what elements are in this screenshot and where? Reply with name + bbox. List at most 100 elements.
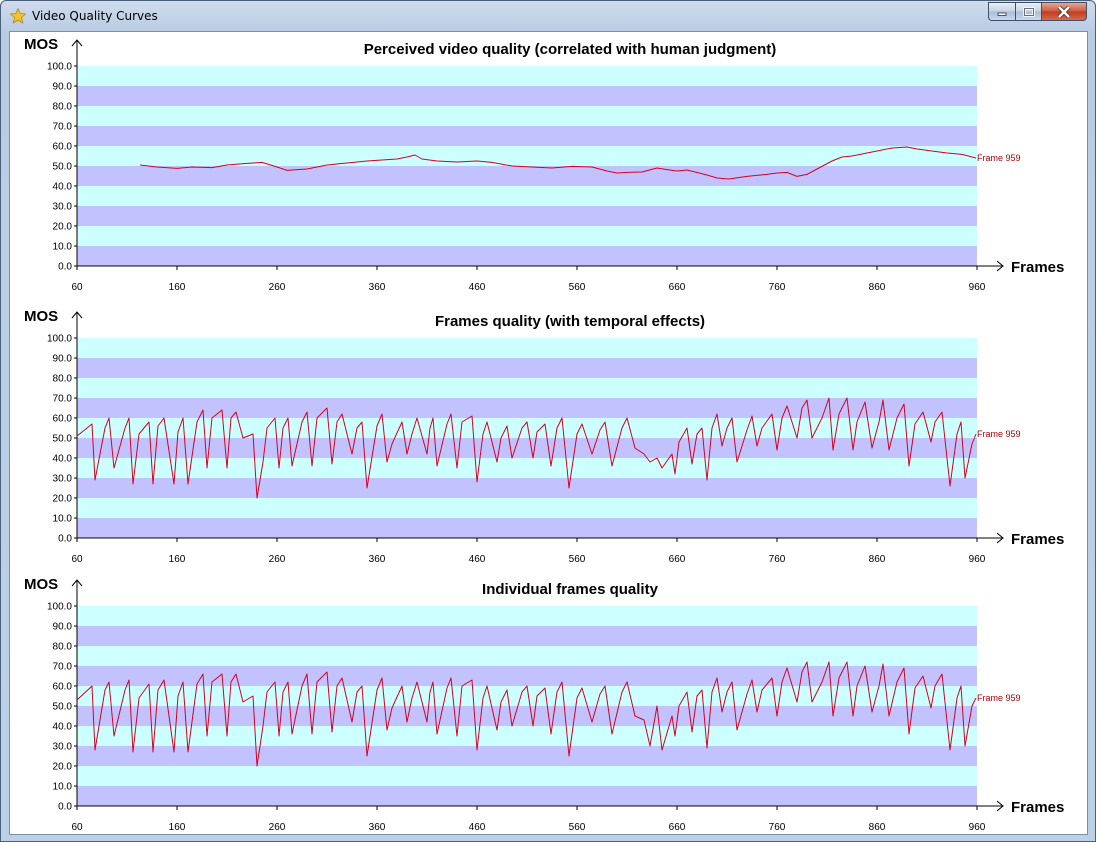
- y-tick-label: 30.0: [53, 474, 73, 485]
- y-tick-label: 30.0: [53, 742, 73, 753]
- x-tick-label: 860: [869, 554, 886, 565]
- maximize-button[interactable]: [1015, 2, 1041, 21]
- x-tick-label: 360: [369, 822, 386, 833]
- x-axis-arrow: [996, 260, 1004, 272]
- y-tick-label: 0.0: [58, 534, 72, 545]
- close-icon: [1057, 5, 1071, 18]
- y-tick-label: 60.0: [53, 414, 73, 425]
- x-tick-label: 360: [369, 554, 386, 565]
- x-tick-label: 660: [669, 822, 686, 833]
- x-tick-label: 760: [769, 282, 786, 293]
- x-axis-label: Frames: [1011, 799, 1064, 816]
- x-tick-label: 760: [769, 554, 786, 565]
- band: [77, 766, 977, 786]
- x-tick-label: 960: [969, 282, 986, 293]
- window-title: Video Quality Curves: [32, 9, 158, 23]
- x-tick-label: 760: [769, 822, 786, 833]
- minimize-icon: [997, 12, 1007, 16]
- chart-title: Frames quality (with temporal effects): [435, 313, 705, 330]
- y-tick-label: 70.0: [53, 394, 73, 405]
- x-tick-label: 260: [269, 822, 286, 833]
- x-tick-label: 960: [969, 554, 986, 565]
- band: [77, 686, 977, 706]
- series-line: [139, 146, 977, 180]
- y-tick-label: 60.0: [53, 142, 73, 153]
- x-tick-label: 560: [569, 282, 586, 293]
- frame-end-label: Frame 959: [977, 153, 1021, 163]
- x-tick-label: 560: [569, 554, 586, 565]
- chart-title: Perceived video quality (correlated with…: [364, 41, 777, 58]
- band: [77, 398, 977, 418]
- band: [77, 186, 977, 206]
- x-tick-label: 860: [869, 822, 886, 833]
- band: [77, 498, 977, 518]
- x-tick-label: 160: [169, 822, 186, 833]
- minimize-button[interactable]: [988, 2, 1015, 21]
- close-button[interactable]: [1041, 2, 1087, 21]
- band: [77, 786, 977, 806]
- frame-end-label: Frame 959: [977, 693, 1021, 703]
- y-tick-label: 100.0: [47, 602, 72, 613]
- x-tick-label: 660: [669, 282, 686, 293]
- frame-end-label: Frame 959: [977, 429, 1021, 439]
- y-tick-label: 50.0: [53, 162, 73, 173]
- y-tick-label: 20.0: [53, 762, 73, 773]
- chart-panel-3: Individual frames quality MOS Frames 0.0 10.…: [24, 576, 1064, 833]
- y-axis-arrow: [71, 579, 83, 587]
- background-bands: [77, 606, 977, 806]
- x-tick-label: 60: [71, 282, 83, 293]
- y-tick-label: 20.0: [53, 222, 73, 233]
- band: [77, 358, 977, 378]
- x-tick-label: 460: [469, 554, 486, 565]
- band: [77, 166, 977, 186]
- y-tick-label: 50.0: [53, 434, 73, 445]
- x-tick-label: 160: [169, 282, 186, 293]
- band: [77, 606, 977, 626]
- band: [77, 206, 977, 226]
- y-tick-label: 30.0: [53, 202, 73, 213]
- y-axis-label: MOS: [24, 36, 58, 53]
- band: [77, 66, 977, 86]
- x-tick-label: 260: [269, 282, 286, 293]
- y-axis-arrow: [71, 39, 83, 47]
- y-tick-label: 80.0: [53, 642, 73, 653]
- y-tick-label: 100.0: [47, 62, 72, 73]
- y-tick-label: 0.0: [58, 802, 72, 813]
- x-tick-label: 960: [969, 822, 986, 833]
- band: [77, 746, 977, 766]
- band: [77, 726, 977, 746]
- x-tick-label: 560: [569, 822, 586, 833]
- y-tick-label: 40.0: [53, 454, 73, 465]
- band: [77, 518, 977, 538]
- x-axis-arrow: [996, 532, 1004, 544]
- client-area: Perceived video quality (correlated with…: [9, 31, 1088, 835]
- maximize-icon: [1022, 6, 1035, 17]
- charts-canvas: Perceived video quality (correlated with…: [24, 36, 1064, 833]
- y-tick-label: 90.0: [53, 622, 73, 633]
- x-axis-arrow: [996, 800, 1004, 812]
- x-axis-label: Frames: [1011, 531, 1064, 548]
- y-tick-label: 20.0: [53, 494, 73, 505]
- x-tick-label: 60: [71, 554, 83, 565]
- x-tick-label: 60: [71, 822, 83, 833]
- band: [77, 86, 977, 106]
- x-tick-label: 460: [469, 822, 486, 833]
- chart-title: Individual frames quality: [482, 581, 659, 598]
- band: [77, 146, 977, 166]
- band: [77, 458, 977, 478]
- title-bar[interactable]: Video Quality Curves: [1, 1, 1095, 31]
- y-tick-label: 10.0: [53, 242, 73, 253]
- x-tick-label: 460: [469, 282, 486, 293]
- y-tick-label: 40.0: [53, 182, 73, 193]
- series-line: [76, 397, 977, 499]
- band: [77, 106, 977, 126]
- band: [77, 378, 977, 398]
- x-tick-label: 360: [369, 282, 386, 293]
- band: [77, 626, 977, 646]
- band: [77, 246, 977, 266]
- y-axis-arrow: [71, 311, 83, 319]
- x-tick-label: 260: [269, 554, 286, 565]
- x-axis-label: Frames: [1011, 259, 1064, 276]
- band: [77, 226, 977, 246]
